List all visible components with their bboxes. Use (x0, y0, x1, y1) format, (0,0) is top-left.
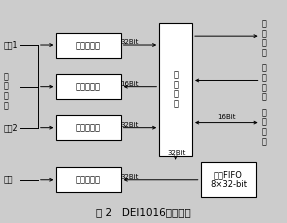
Text: 接收译码器: 接收译码器 (76, 123, 101, 132)
Text: 发送FIFO
8×32-bit: 发送FIFO 8×32-bit (210, 170, 247, 189)
Text: 32Bit: 32Bit (167, 150, 185, 156)
Bar (159, 23, 192, 156)
Bar (56, 33, 121, 58)
Text: 接收1: 接收1 (3, 41, 18, 50)
Text: 16Bit: 16Bit (120, 81, 138, 87)
Bar (56, 115, 121, 140)
Text: 数
据
总
线: 数 据 总 线 (262, 108, 267, 146)
Text: 自
测
数
据: 自 测 数 据 (3, 72, 8, 110)
Text: 32Bit: 32Bit (120, 122, 138, 128)
Text: 控制寄存器: 控制寄存器 (76, 82, 101, 91)
Text: 控
制
总
线: 控 制 总 线 (262, 64, 267, 102)
Text: 32Bit: 32Bit (120, 39, 138, 45)
Text: 状
态
信
号: 状 态 信 号 (262, 19, 267, 57)
Text: 32Bit: 32Bit (120, 174, 138, 180)
Bar (201, 163, 256, 197)
Text: 发送: 发送 (3, 175, 13, 184)
Text: 16Bit: 16Bit (217, 114, 236, 120)
Text: 接收译码器: 接收译码器 (76, 41, 101, 50)
Text: 发送编码器: 发送编码器 (76, 175, 101, 184)
Text: 接收2: 接收2 (3, 123, 18, 132)
Text: 主
机
接
口: 主 机 接 口 (173, 70, 178, 108)
Bar (56, 74, 121, 99)
Text: 图 2   DEI1016结构框图: 图 2 DEI1016结构框图 (96, 207, 191, 217)
Bar (56, 167, 121, 192)
